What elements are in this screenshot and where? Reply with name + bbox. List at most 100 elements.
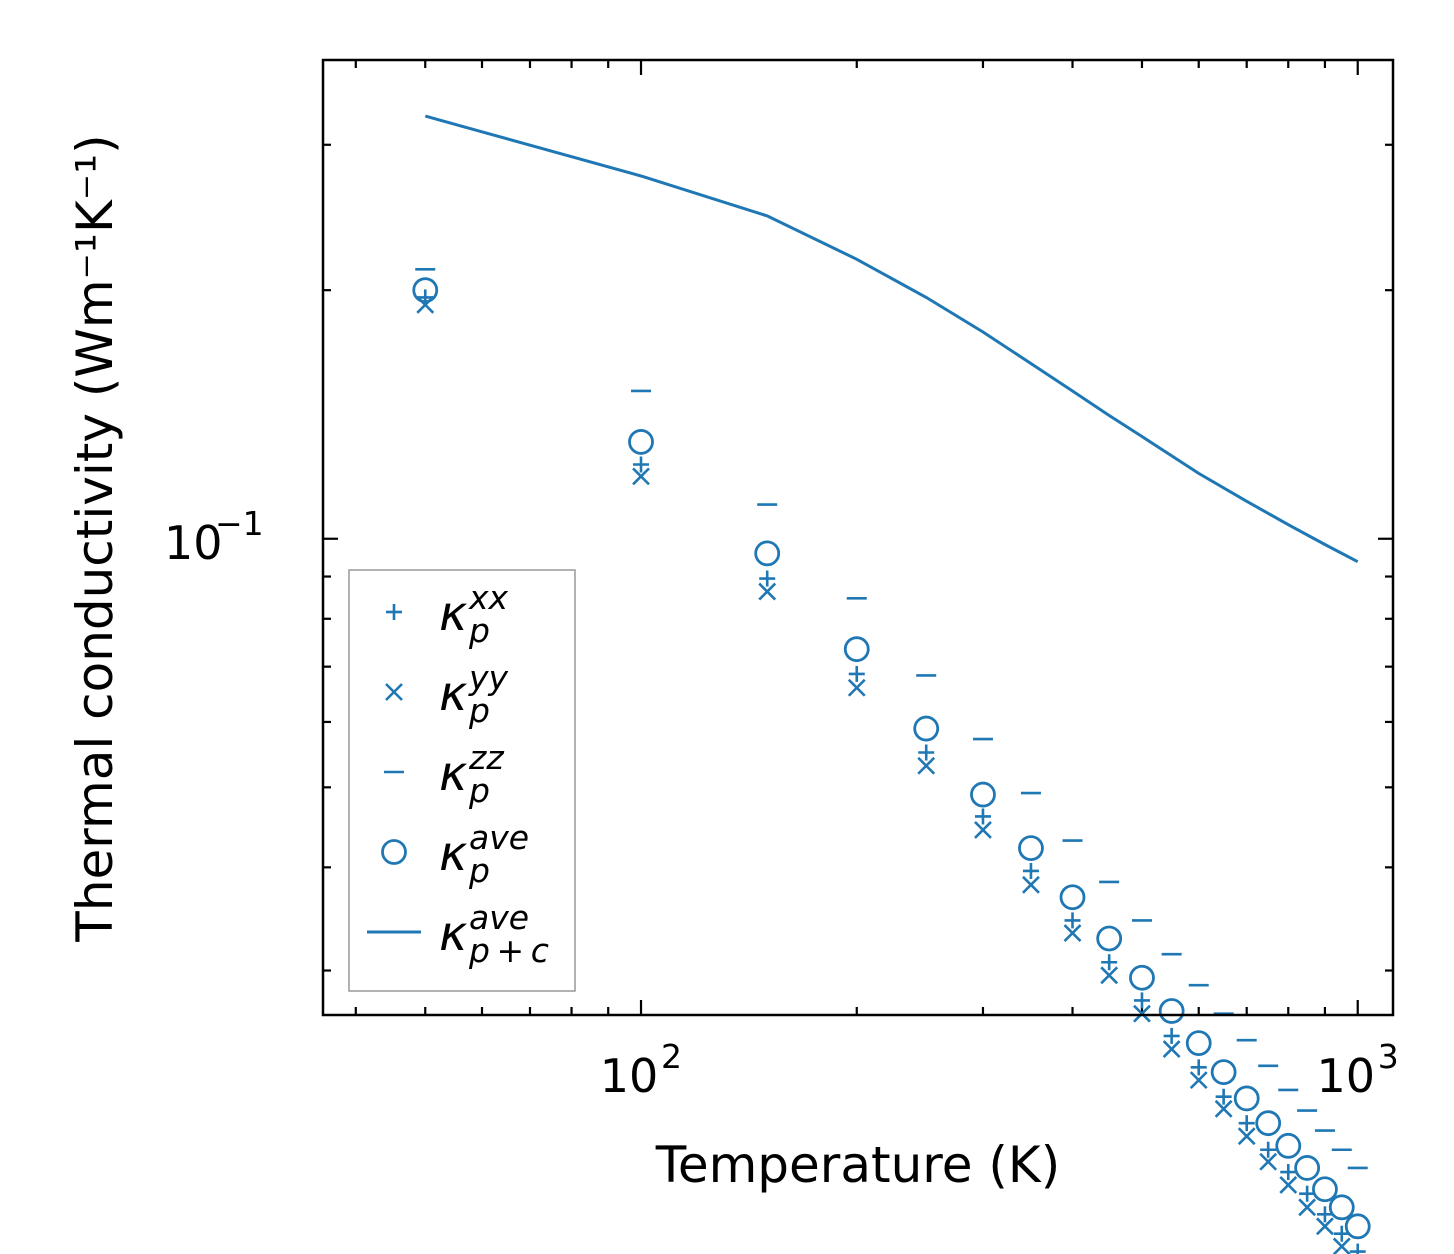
data-point-xx [1133, 992, 1150, 1009]
series-xx [417, 289, 1366, 1254]
data-point-yy [1133, 1004, 1151, 1023]
data-point-xx [848, 665, 865, 682]
data-point-ave [843, 636, 870, 663]
series-line-ave_pc [424, 114, 1359, 564]
data-point-ave [1096, 925, 1123, 952]
legend-entry-zz: κ zzp [384, 738, 504, 810]
data-point-xx [1280, 1164, 1297, 1181]
legend-label: κ [439, 746, 468, 802]
legend-label: κ [439, 826, 468, 882]
legend-label: κ [439, 666, 468, 722]
legend-marker-swatch [386, 604, 402, 620]
data-point-ave [913, 715, 940, 742]
legend-marker-swatch [381, 839, 407, 865]
data-point-ave [1312, 1176, 1338, 1203]
data-point-xx [1022, 862, 1039, 879]
data-point-yy [1162, 1040, 1181, 1058]
data-point-yy [758, 582, 777, 601]
data-point-ave [1018, 835, 1044, 862]
data-point-ave [412, 277, 439, 304]
data-point-ave [1275, 1132, 1302, 1159]
legend-marker-swatch [385, 683, 403, 701]
data-point-xx [1238, 1115, 1255, 1132]
data-point-ave [628, 429, 654, 455]
data-point-xx [633, 456, 650, 473]
data-point-yy [917, 756, 936, 775]
data-point-ave [754, 540, 781, 567]
series-zz [415, 267, 1368, 1170]
data-point-xx [1064, 912, 1081, 929]
data-point-yy [632, 467, 650, 486]
legend-label-superscript: ave [469, 818, 529, 857]
data-point-xx [1333, 1225, 1350, 1242]
y-axis-label: Thermal conductivity (Wm⁻¹K⁻¹) [66, 134, 124, 942]
data-point-ave [1255, 1110, 1282, 1137]
data-point-yy [1063, 924, 1082, 943]
x-tick-label: 10 [600, 1049, 659, 1103]
data-point-ave [1185, 1030, 1212, 1057]
data-point-yy [1100, 966, 1119, 985]
data-point-ave [1294, 1155, 1321, 1181]
x-tick-label-exponent: 2 [661, 1037, 682, 1076]
legend-label-superscript: zz [468, 738, 504, 777]
data-point-ave [970, 781, 996, 808]
legend-label-superscript: ave [469, 898, 529, 937]
plot-content [412, 114, 1371, 1254]
data-point-ave [1129, 964, 1155, 991]
legend-label-subscript: p [468, 851, 490, 890]
data-point-xx [1260, 1141, 1277, 1158]
tick-labels: 10 2 10 310−1 [164, 504, 1399, 1103]
data-point-xx [974, 808, 991, 825]
legend-label-subscript: p [468, 771, 490, 810]
data-point-ave [1233, 1085, 1260, 1112]
data-point-xx [1299, 1185, 1316, 1202]
data-point-yy [974, 821, 992, 839]
data-point-yy [1298, 1198, 1317, 1217]
series-yy [416, 295, 1351, 1254]
legend-entry-xx: κ xxp [386, 578, 509, 650]
data-point-xx [1190, 1059, 1207, 1076]
data-point-xx [918, 744, 935, 761]
series-ave [412, 277, 1371, 1240]
data-point-ave [1158, 998, 1185, 1024]
data-point-ave [1059, 884, 1086, 911]
legend-label-superscript: xx [468, 578, 509, 617]
data-point-yy [1189, 1071, 1208, 1090]
data-point-xx [1163, 1027, 1180, 1044]
data-point-xx [1215, 1088, 1232, 1105]
data-point-yy [1259, 1152, 1278, 1171]
x-tick-label: 10 [1316, 1049, 1375, 1103]
legend-label: κ [439, 586, 468, 642]
axis-ticks [323, 60, 1393, 1015]
data-point-yy [1237, 1127, 1256, 1146]
data-point-yy [1279, 1175, 1298, 1194]
x-axis-label: Temperature (K) [655, 1136, 1060, 1194]
plot-frame [321, 58, 1395, 1017]
data-point-ave [1328, 1194, 1355, 1221]
data-point-ave [1344, 1213, 1371, 1240]
data-point-yy [1316, 1217, 1334, 1236]
data-point-yy [1022, 875, 1040, 894]
y-tick-label-exponent: −1 [215, 504, 264, 543]
data-point-xx [759, 570, 776, 587]
legend-label-subscript: p [468, 611, 490, 650]
x-tick-label-exponent: 3 [1378, 1037, 1399, 1076]
legend-label-superscript: yy [468, 658, 509, 697]
data-point-yy [847, 678, 866, 697]
legend-label: κ [439, 906, 468, 962]
legend-label-subscript: p + c [468, 931, 549, 970]
legend-box [348, 569, 576, 992]
data-point-xx [1349, 1243, 1366, 1254]
legend-entry-yy: κ yyp [385, 658, 509, 730]
legend-label-subscript: p [468, 691, 490, 730]
y-tick-label: 10 [164, 516, 223, 570]
data-point-ave [1210, 1059, 1237, 1085]
data-point-yy [1214, 1099, 1233, 1118]
data-point-xx [1316, 1206, 1333, 1223]
data-point-xx [1101, 954, 1118, 971]
